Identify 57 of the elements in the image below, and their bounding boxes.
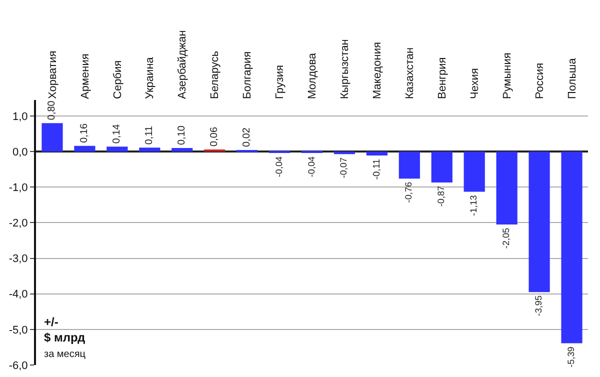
data-label: -0,76 <box>404 182 414 203</box>
x-tick-label: Россия <box>534 62 546 99</box>
data-label: -2,05 <box>501 228 512 249</box>
bar <box>106 146 128 152</box>
x-tick-label: Украина <box>144 56 156 99</box>
x-tick-label: Грузия <box>274 64 286 99</box>
y-tick-label: -3,0 <box>8 253 28 266</box>
data-label: -0,11 <box>371 158 382 180</box>
data-label: 0,16 <box>79 122 90 143</box>
data-label: 0,02 <box>242 127 253 147</box>
x-tick-label: Армения <box>79 54 92 99</box>
data-label: 0,11 <box>144 126 156 145</box>
y-tick-label: -1,0 <box>8 182 28 194</box>
bar <box>398 152 420 179</box>
x-tick-label: Азербайджан <box>176 30 189 99</box>
data-label: 0,80 <box>46 100 58 120</box>
x-tick-label: Казахстан <box>404 47 416 99</box>
bar <box>561 152 582 344</box>
bar <box>334 152 356 154</box>
bar <box>366 152 388 156</box>
data-label: -5,39 <box>566 346 576 368</box>
y-tick-label: -6,0 <box>8 360 28 372</box>
data-label: -0,04 <box>274 156 284 178</box>
x-tick-label: Сербия <box>112 60 124 99</box>
x-tick-label: Молдова <box>306 52 319 99</box>
x-tick-label: Беларусь <box>209 50 222 99</box>
bar <box>204 149 226 152</box>
x-tick-label: Румыния <box>501 52 514 99</box>
data-label: -3,95 <box>534 295 544 316</box>
y-tick-label: 1,0 <box>12 110 28 123</box>
x-tick-label: Болгария <box>242 51 254 99</box>
bar <box>464 152 485 192</box>
data-label: 0,14 <box>112 124 123 144</box>
bar <box>172 148 193 152</box>
x-tick-label: Польша <box>566 57 578 99</box>
x-tick-label: Венгрия <box>436 57 448 99</box>
data-label: -1,13 <box>468 195 479 216</box>
data-label: -0,87 <box>436 186 446 207</box>
x-tick-label: Кыргызстан <box>339 39 352 99</box>
bar <box>139 148 160 152</box>
y-tick-label: 0,0 <box>12 146 28 158</box>
bar <box>74 146 96 152</box>
y-tick-label: -5,0 <box>8 324 28 336</box>
data-label: 0,06 <box>209 126 220 146</box>
bar <box>431 152 452 183</box>
bar <box>42 123 63 152</box>
bar <box>528 152 550 292</box>
data-label: -0,04 <box>306 156 316 178</box>
y-tick-label: -4,0 <box>8 288 28 301</box>
x-tick-label: Македония <box>372 42 384 99</box>
bar <box>496 152 518 224</box>
data-label: 0,10 <box>176 125 188 146</box>
y-axis-title: +/- $ млрд за месяц <box>44 315 86 360</box>
y-tick-label: -2,0 <box>8 218 28 230</box>
x-tick-label: Чехия <box>468 68 481 99</box>
data-label: -0,07 <box>338 157 349 178</box>
x-tick-label: Хорватия <box>46 50 59 99</box>
